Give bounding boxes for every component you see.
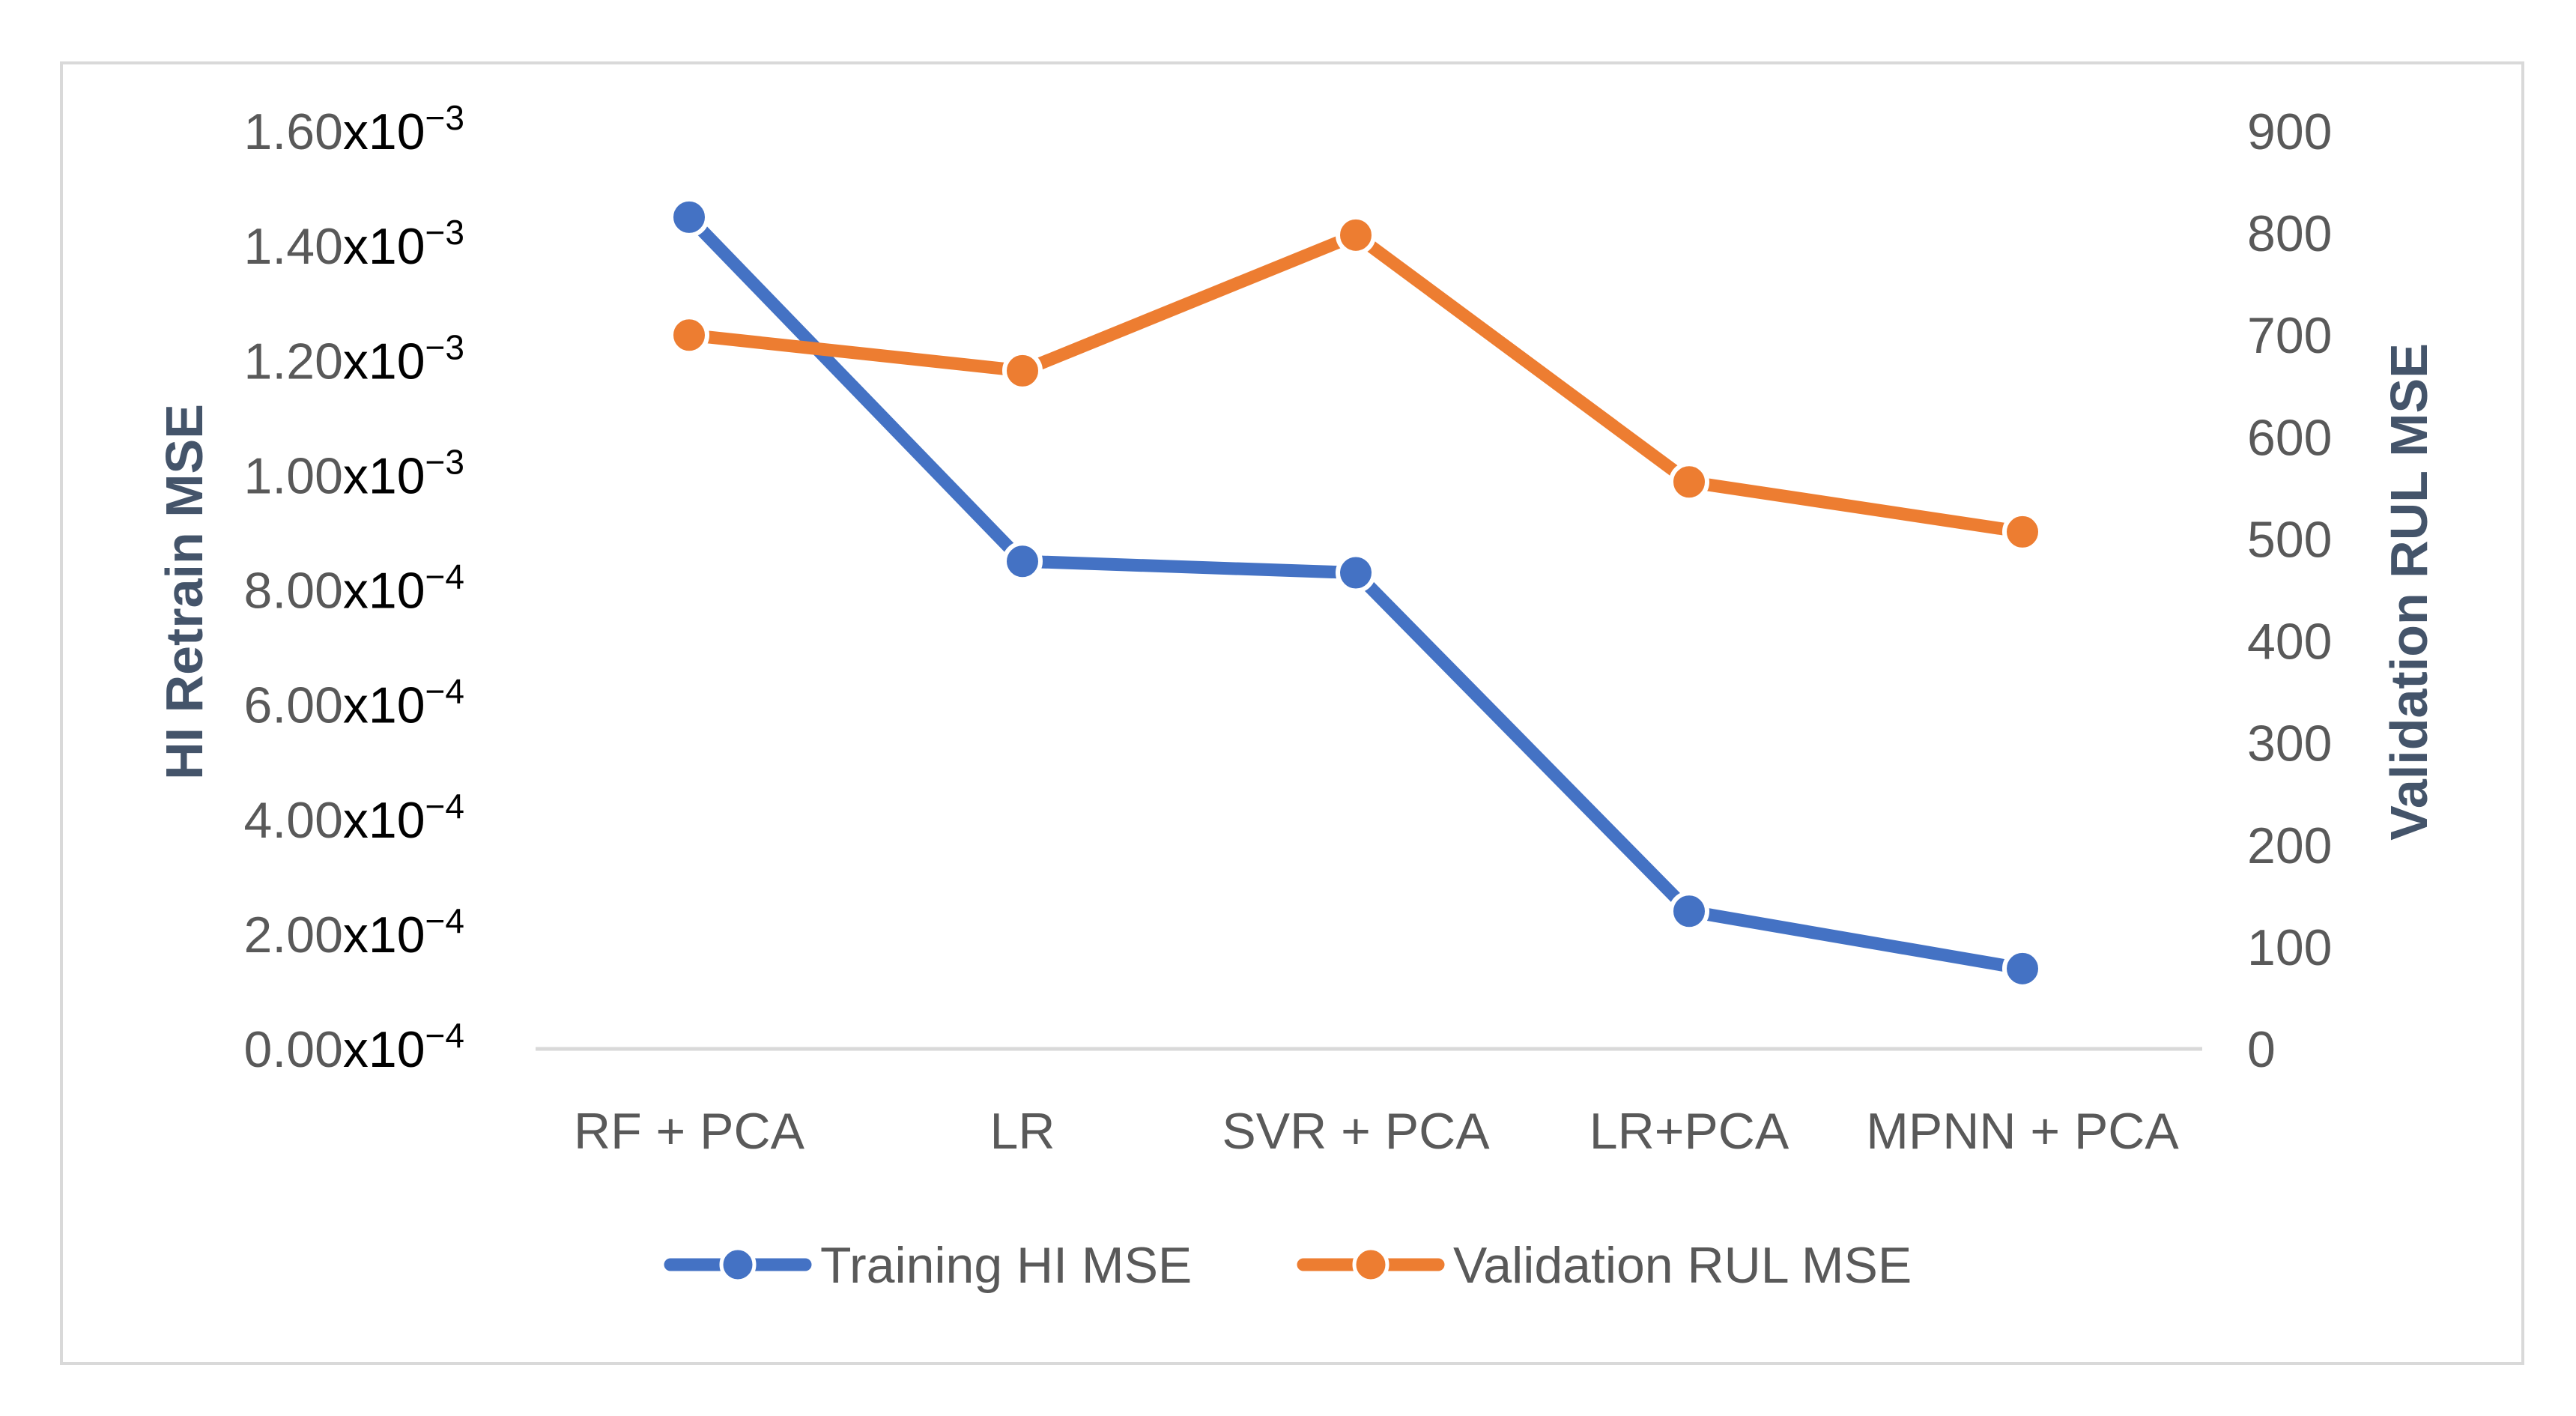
right-axis-title: Validation RUL MSE	[2380, 343, 2438, 841]
category-label: SVR + PCA	[1222, 1103, 1490, 1160]
series-layer	[669, 196, 2043, 989]
left-tick-label: 1.00x10−3	[244, 442, 464, 504]
data-point	[2002, 948, 2043, 989]
data-point	[1669, 891, 1709, 932]
data-point	[1669, 462, 1709, 503]
right-tick-labels: 0 100 200 300 400 500 600 700 800 900	[2247, 103, 2332, 1078]
category-label: MPNN + PCA	[1866, 1103, 2179, 1160]
left-axis-title: HI Retrain MSE	[155, 404, 213, 780]
legend: Training HI MSE Validation RUL MSE	[664, 1237, 1912, 1294]
left-tick-label: 8.00x10−4	[244, 557, 464, 620]
chart-frame	[60, 61, 2524, 1365]
series-line	[682, 229, 2029, 539]
left-tick-label: 6.00x10−4	[244, 672, 464, 734]
legend-swatch-marker	[719, 1246, 757, 1283]
left-tick-label: 4.00x10−4	[244, 787, 464, 849]
category-labels: RF + PCA LR SVR + PCA LR+PCA MPNN + PCA	[574, 1103, 2179, 1160]
legend-label: Validation RUL MSE	[1453, 1237, 1912, 1294]
right-tick-label: 500	[2247, 511, 2332, 568]
right-tick-label: 300	[2247, 715, 2332, 772]
category-label: RF + PCA	[574, 1103, 805, 1160]
left-tick-label: 1.60x10−3	[244, 98, 464, 160]
right-tick-label: 200	[2247, 817, 2332, 874]
left-tick-label: 1.20x10−3	[244, 327, 464, 390]
data-point	[1336, 552, 1376, 593]
data-point	[669, 315, 709, 356]
legend-swatch-marker	[1352, 1246, 1389, 1283]
data-point	[1002, 350, 1043, 391]
right-tick-label: 100	[2247, 919, 2332, 976]
category-label: LR	[990, 1103, 1055, 1160]
data-point	[1336, 214, 1376, 255]
data-point	[1002, 541, 1043, 582]
category-label: LR+PCA	[1589, 1103, 1789, 1160]
left-tick-label: 2.00x10−4	[244, 901, 464, 963]
left-tick-labels: 0.00x10−4 2.00x10−4 4.00x10−4 6.00x10−4 8.00…	[244, 98, 464, 1078]
left-tick-label: 1.40x10−3	[244, 213, 464, 275]
right-tick-label: 600	[2247, 409, 2332, 466]
data-point	[669, 196, 709, 237]
right-tick-label: 0	[2247, 1021, 2276, 1078]
right-tick-label: 800	[2247, 205, 2332, 262]
legend-label: Training HI MSE	[820, 1237, 1192, 1294]
right-tick-label: 900	[2247, 103, 2332, 160]
right-tick-label: 700	[2247, 307, 2332, 364]
right-tick-label: 400	[2247, 614, 2332, 671]
left-tick-label: 0.00x10−4	[244, 1016, 464, 1078]
data-point	[2002, 511, 2043, 552]
